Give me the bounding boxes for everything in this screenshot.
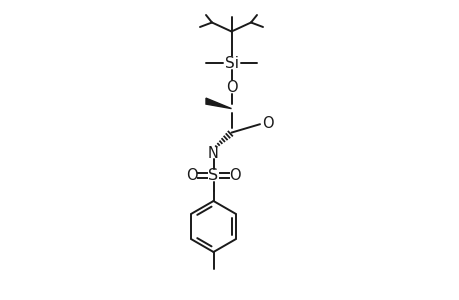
Text: S: S	[208, 168, 218, 183]
Text: O: O	[229, 168, 241, 183]
Polygon shape	[206, 98, 231, 109]
Text: O: O	[225, 80, 237, 94]
Text: Si: Si	[224, 56, 238, 70]
Text: N: N	[207, 146, 218, 160]
Text: O: O	[262, 116, 274, 131]
Text: O: O	[186, 168, 197, 183]
